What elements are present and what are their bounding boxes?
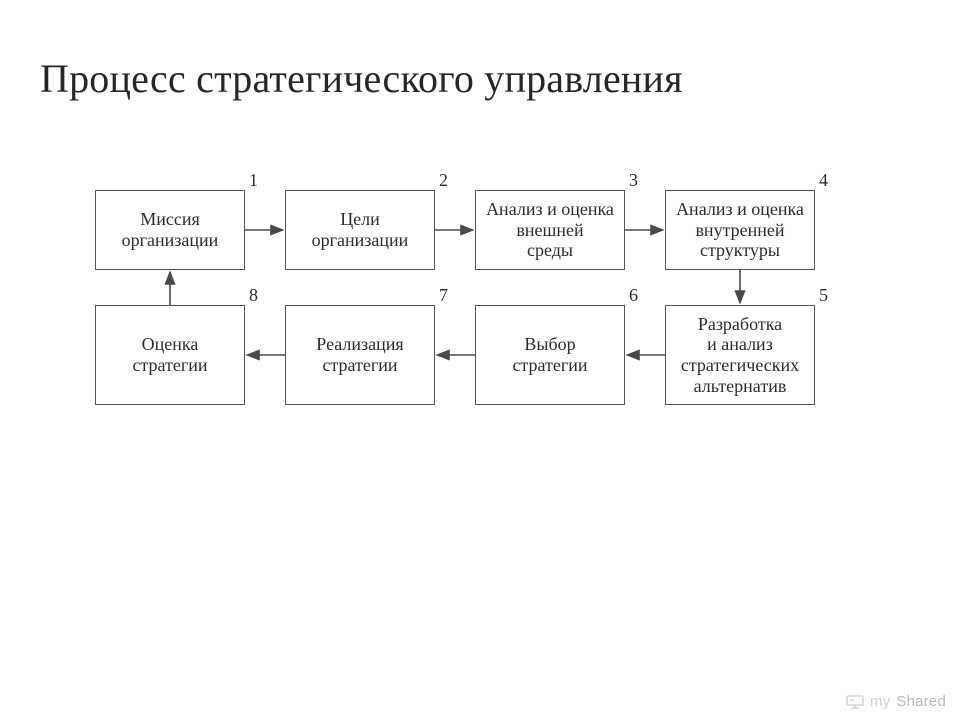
- flowchart-node-3: Анализ и оценкавнешнейсреды: [475, 190, 625, 270]
- flowchart-node-4: Анализ и оценкавнутреннейструктуры: [665, 190, 815, 270]
- watermark-right: Shared: [896, 693, 946, 710]
- node-number-7: 7: [439, 285, 448, 306]
- flowchart-diagram: Миссияорганизации1 Целиорганизации2 Анализ…: [0, 0, 960, 720]
- node-number-6: 6: [629, 285, 638, 306]
- node-number-4: 4: [819, 170, 828, 191]
- node-number-1: 1: [249, 170, 258, 191]
- node-number-8: 8: [249, 285, 258, 306]
- flowchart-node-8: Оценкастратегии: [95, 305, 245, 405]
- watermark-left: my: [870, 693, 890, 710]
- watermark: my Shared: [846, 693, 946, 710]
- flowchart-node-2: Целиорганизации: [285, 190, 435, 270]
- flowchart-node-7: Реализациястратегии: [285, 305, 435, 405]
- flowchart-node-5: Разработкаи анализстратегическихальтерна…: [665, 305, 815, 405]
- presentation-icon: [846, 695, 864, 709]
- node-number-5: 5: [819, 285, 828, 306]
- flowchart-node-6: Выборстратегии: [475, 305, 625, 405]
- node-number-2: 2: [439, 170, 448, 191]
- flowchart-node-1: Миссияорганизации: [95, 190, 245, 270]
- slide: Процесс стратегического управления Мисси…: [0, 0, 960, 720]
- node-number-3: 3: [629, 170, 638, 191]
